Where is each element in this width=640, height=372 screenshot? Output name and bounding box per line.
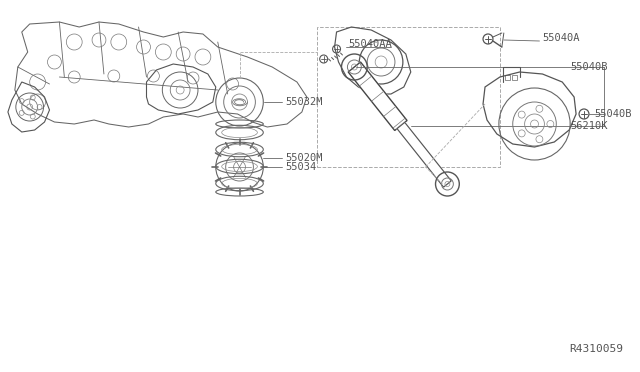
Text: R4310059: R4310059 — [570, 344, 623, 354]
Text: 55040AA: 55040AA — [348, 39, 392, 49]
Text: 56210K: 56210K — [570, 121, 608, 131]
Bar — [505, 75, 510, 80]
Text: 55032M: 55032M — [285, 97, 323, 107]
Text: 55040B: 55040B — [570, 62, 608, 72]
Text: 55020M: 55020M — [285, 153, 323, 163]
Text: 55040B: 55040B — [594, 109, 632, 119]
Polygon shape — [397, 122, 451, 187]
Text: 55040A: 55040A — [543, 33, 580, 43]
Bar — [512, 75, 516, 80]
Text: 55034: 55034 — [285, 162, 316, 172]
Polygon shape — [348, 62, 407, 131]
